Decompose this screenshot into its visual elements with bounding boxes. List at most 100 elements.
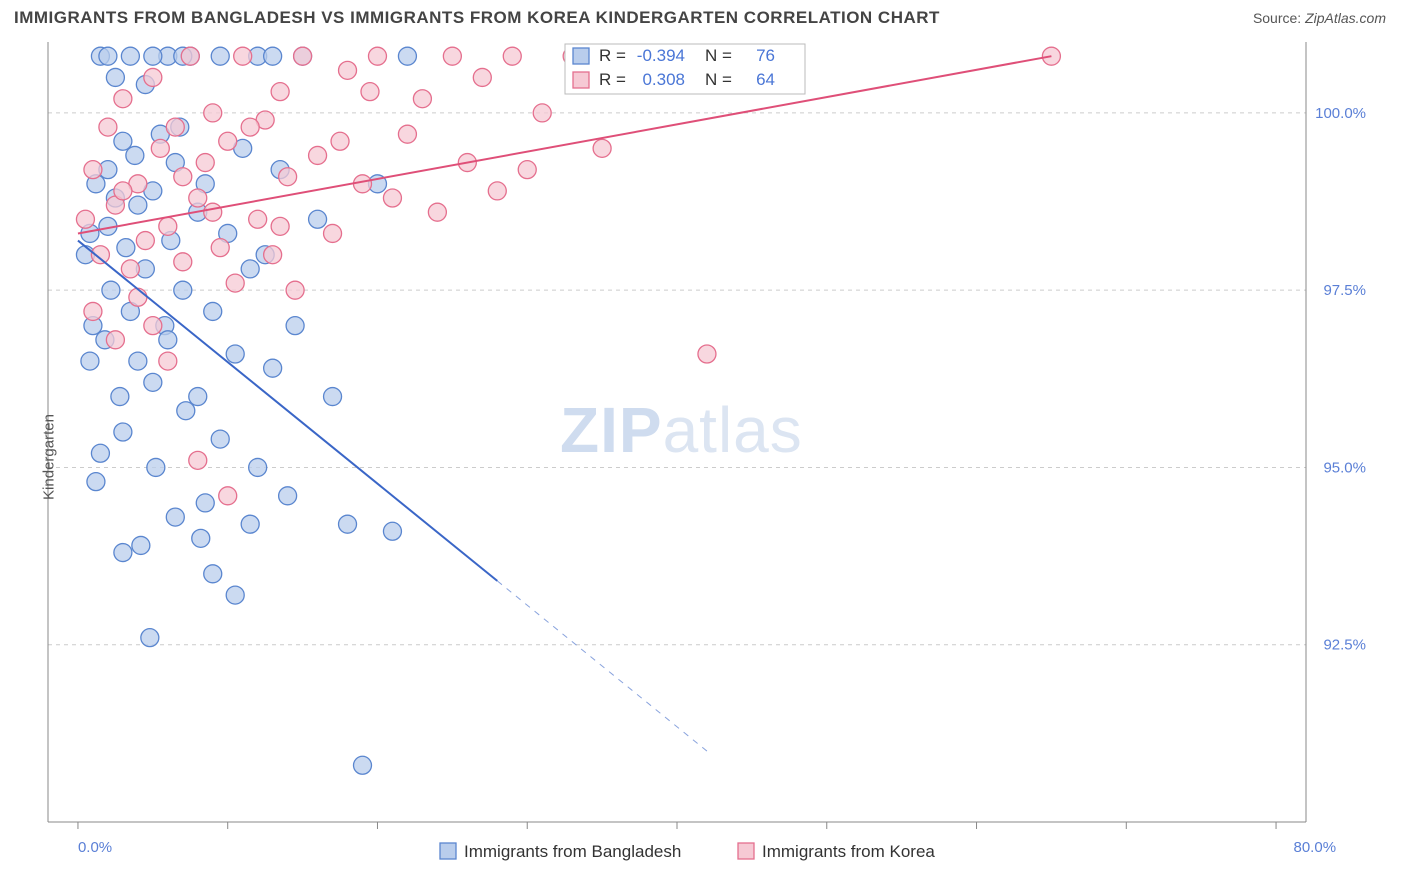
data-point-korea bbox=[518, 161, 536, 179]
data-point-korea bbox=[241, 118, 259, 136]
data-point-bangladesh bbox=[129, 196, 147, 214]
data-point-korea bbox=[226, 274, 244, 292]
data-point-bangladesh bbox=[339, 515, 357, 533]
bottom-legend-label-korea: Immigrants from Korea bbox=[762, 842, 935, 861]
data-point-bangladesh bbox=[99, 47, 117, 65]
y-tick-label: 92.5% bbox=[1323, 637, 1366, 654]
data-point-bangladesh bbox=[102, 281, 120, 299]
data-point-korea bbox=[234, 47, 252, 65]
data-point-korea bbox=[84, 302, 102, 320]
legend-n-value-bangladesh: 76 bbox=[756, 46, 775, 65]
data-point-bangladesh bbox=[144, 373, 162, 391]
data-point-bangladesh bbox=[141, 629, 159, 647]
data-point-bangladesh bbox=[226, 345, 244, 363]
data-point-korea bbox=[339, 61, 357, 79]
data-point-korea bbox=[106, 331, 124, 349]
data-point-korea bbox=[189, 189, 207, 207]
data-point-korea bbox=[331, 132, 349, 150]
source-label: Source: bbox=[1253, 10, 1301, 26]
data-point-bangladesh bbox=[177, 402, 195, 420]
data-point-bangladesh bbox=[111, 388, 129, 406]
data-point-korea bbox=[219, 487, 237, 505]
data-point-bangladesh bbox=[126, 146, 144, 164]
bottom-legend-swatch-korea bbox=[738, 843, 754, 859]
data-point-bangladesh bbox=[159, 331, 177, 349]
data-point-korea bbox=[181, 47, 199, 65]
data-point-korea bbox=[159, 352, 177, 370]
data-point-bangladesh bbox=[398, 47, 416, 65]
data-point-korea bbox=[249, 210, 267, 228]
y-tick-label: 95.0% bbox=[1323, 459, 1366, 476]
data-point-bangladesh bbox=[192, 529, 210, 547]
data-point-korea bbox=[428, 203, 446, 221]
data-point-korea bbox=[361, 83, 379, 101]
legend-r-value-bangladesh: -0.394 bbox=[637, 46, 685, 65]
title-bar: IMMIGRANTS FROM BANGLADESH VS IMMIGRANTS… bbox=[0, 0, 1406, 32]
legend-r-label: R = bbox=[599, 46, 626, 65]
data-point-bangladesh bbox=[81, 352, 99, 370]
data-point-korea bbox=[114, 182, 132, 200]
data-point-korea bbox=[294, 47, 312, 65]
data-point-korea bbox=[144, 68, 162, 86]
data-point-korea bbox=[264, 246, 282, 264]
trend-line-ext-bangladesh bbox=[497, 581, 707, 751]
data-point-bangladesh bbox=[121, 47, 139, 65]
data-point-korea bbox=[473, 68, 491, 86]
data-point-bangladesh bbox=[264, 47, 282, 65]
data-point-korea bbox=[1042, 47, 1060, 65]
data-point-korea bbox=[204, 104, 222, 122]
data-point-bangladesh bbox=[91, 444, 109, 462]
data-point-korea bbox=[503, 47, 521, 65]
data-point-bangladesh bbox=[147, 458, 165, 476]
chart-container: Kindergarten 92.5%95.0%97.5%100.0%0.0%80… bbox=[0, 32, 1406, 882]
data-point-korea bbox=[368, 47, 386, 65]
data-point-bangladesh bbox=[383, 522, 401, 540]
data-point-korea bbox=[76, 210, 94, 228]
data-point-korea bbox=[698, 345, 716, 363]
legend-swatch-korea bbox=[573, 72, 589, 88]
legend-n-label: N = bbox=[705, 46, 732, 65]
watermark: ZIPatlas bbox=[560, 394, 803, 466]
data-point-korea bbox=[84, 161, 102, 179]
data-point-korea bbox=[286, 281, 304, 299]
data-point-korea bbox=[174, 168, 192, 186]
y-axis-title: Kindergarten bbox=[40, 414, 57, 500]
data-point-bangladesh bbox=[114, 544, 132, 562]
legend-swatch-bangladesh bbox=[573, 48, 589, 64]
data-point-bangladesh bbox=[286, 317, 304, 335]
legend-n-value-korea: 64 bbox=[756, 70, 775, 89]
data-point-bangladesh bbox=[174, 281, 192, 299]
data-point-korea bbox=[151, 139, 169, 157]
data-point-korea bbox=[413, 90, 431, 108]
data-point-korea bbox=[271, 83, 289, 101]
data-point-korea bbox=[533, 104, 551, 122]
data-point-bangladesh bbox=[114, 423, 132, 441]
data-point-bangladesh bbox=[226, 586, 244, 604]
data-point-korea bbox=[354, 175, 372, 193]
data-point-korea bbox=[144, 317, 162, 335]
data-point-korea bbox=[443, 47, 461, 65]
data-point-bangladesh bbox=[144, 47, 162, 65]
data-point-korea bbox=[279, 168, 297, 186]
data-point-bangladesh bbox=[166, 508, 184, 526]
data-point-korea bbox=[324, 224, 342, 242]
data-point-korea bbox=[204, 203, 222, 221]
data-point-korea bbox=[166, 118, 184, 136]
data-point-bangladesh bbox=[279, 487, 297, 505]
data-point-korea bbox=[211, 239, 229, 257]
data-point-bangladesh bbox=[196, 494, 214, 512]
data-point-bangladesh bbox=[241, 260, 259, 278]
data-point-korea bbox=[159, 217, 177, 235]
scatter-chart: 92.5%95.0%97.5%100.0%0.0%80.0%ZIPatlasR … bbox=[0, 32, 1406, 882]
data-point-bangladesh bbox=[189, 388, 207, 406]
data-point-bangladesh bbox=[87, 473, 105, 491]
source-value: ZipAtlas.com bbox=[1305, 10, 1386, 26]
data-point-korea bbox=[189, 451, 207, 469]
data-point-korea bbox=[488, 182, 506, 200]
data-point-korea bbox=[271, 217, 289, 235]
data-point-korea bbox=[121, 260, 139, 278]
data-point-bangladesh bbox=[129, 352, 147, 370]
data-point-bangladesh bbox=[211, 47, 229, 65]
bottom-legend-label-bangladesh: Immigrants from Bangladesh bbox=[464, 842, 681, 861]
x-tick-label-left: 0.0% bbox=[78, 839, 112, 856]
